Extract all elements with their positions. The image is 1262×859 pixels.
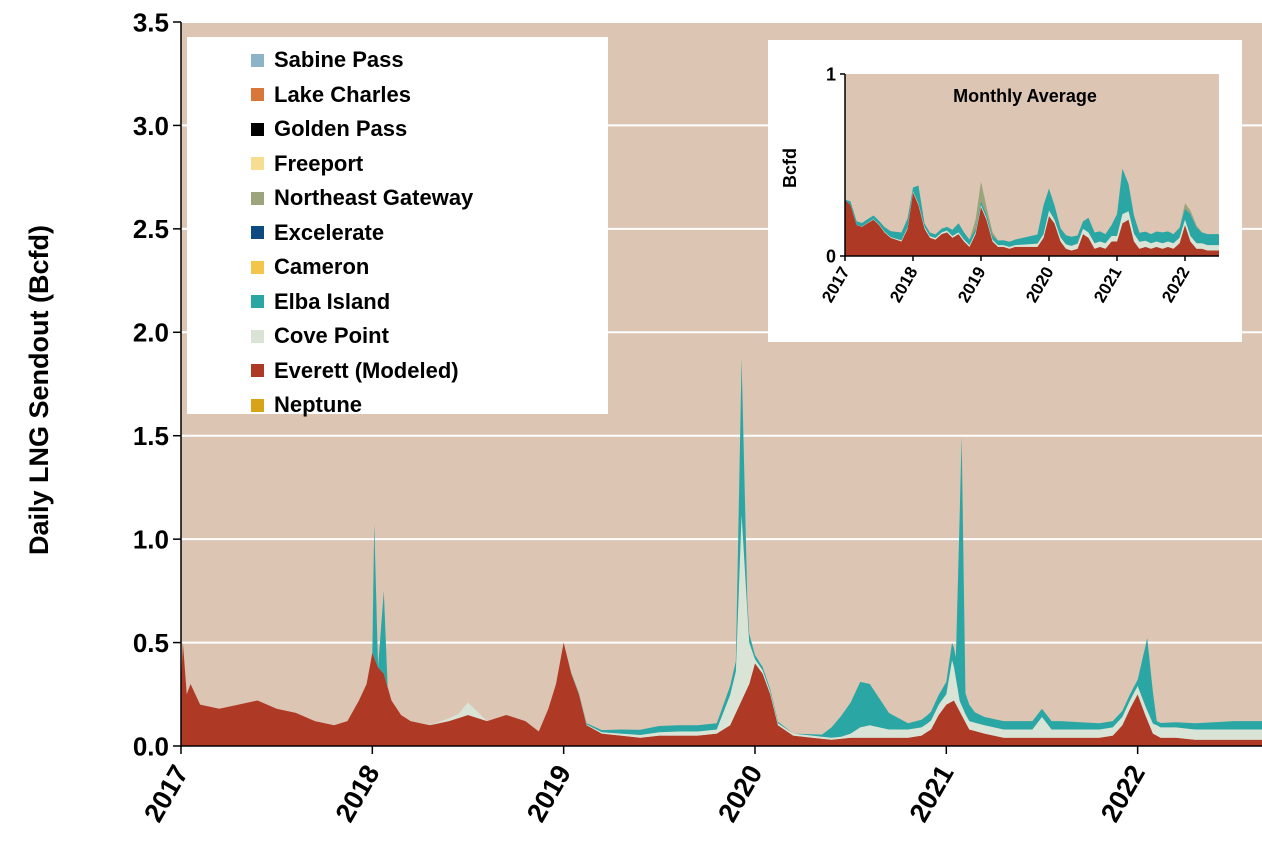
legend-item-cameron: Cameron [251,250,608,285]
legend-label: Elba Island [274,288,391,314]
legend-label: Everett (Modeled) [274,357,459,383]
legend-item-neptune: Neptune [251,388,608,423]
inset-series-everett-modeled [845,192,1219,256]
legend-label: Cove Point [274,323,389,349]
legend-item-golden-pass: Golden Pass [251,112,608,147]
legend-swatch [251,122,264,136]
main-series-everett-modeled [181,642,1262,746]
main-x-tick-label: 2017 [138,760,194,827]
legend-label: Northeast Gateway [274,185,474,211]
legend-item-lake-charles: Lake Charles [251,78,608,113]
main-y-tick-label: 3.5 [133,7,169,37]
main-x-tick-label: 2018 [330,760,386,827]
main-x-tick-label: 2020 [712,760,768,827]
main-x-tick-label: 2022 [1095,760,1151,827]
legend-swatch [251,329,264,343]
legend-item-everett-modeled: Everett (Modeled) [251,354,608,389]
legend-label: Freeport [274,150,364,176]
main-series-elba-island [181,359,1262,738]
main-y-tick-label: 0.5 [133,628,169,658]
inset-title: Monthly Average [953,86,1097,106]
legend-item-freeport: Freeport [251,147,608,182]
legend-swatch [251,295,264,309]
legend-label: Cameron [274,254,370,280]
main-y-tick-label: 2.5 [133,214,169,244]
inset-series-elba-island [845,168,1219,247]
legend-swatch [251,88,264,102]
main-x-tick-label: 2021 [904,760,960,827]
legend-item-northeast-gateway: Northeast Gateway [251,181,608,216]
legend-swatch [251,191,264,205]
main-y-tick-label: 3.0 [133,111,169,141]
legend-label: Sabine Pass [274,47,404,73]
main-y-tick-label: 1.5 [133,421,169,451]
legend-label: Golden Pass [274,116,408,142]
main-y-tick-label: 2.0 [133,318,169,348]
legend-label: Excelerate [274,219,385,245]
legend-item-sabine-pass: Sabine Pass [251,43,608,78]
inset-y-tick-label: 1 [826,64,836,84]
legend-item-elba-island: Elba Island [251,285,608,320]
legend-swatch [251,398,264,412]
legend-swatch [251,157,264,171]
legend-item-excelerate: Excelerate [251,216,608,251]
main-y-tick-label: 1.0 [133,525,169,555]
legend-swatch [251,226,264,240]
legend: Sabine Pass Lake Charles Golden Pass Freepo… [187,37,608,417]
main-x-tick-label: 2019 [521,760,577,827]
legend-swatch [251,364,264,378]
legend-item-cove-point: Cove Point [251,319,608,354]
inset-y-axis-label: Bcfd [780,148,800,188]
main-y-axis-label: Daily LNG Sendout (Bcfd) [24,225,54,555]
legend-label: Lake Charles [274,81,411,107]
legend-swatch [251,53,264,67]
legend-swatch [251,260,264,274]
inset-y-tick-label: 0 [826,246,836,266]
inset-series-cove-point [845,191,1219,251]
main-y-tick-label: 0.0 [133,731,169,761]
legend-label: Neptune [274,392,362,418]
